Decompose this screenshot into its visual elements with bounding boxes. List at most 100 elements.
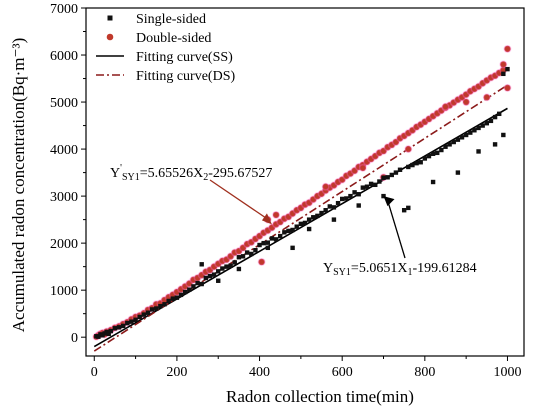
point-single-sided xyxy=(443,144,448,149)
annotation-part: -199.61284 xyxy=(412,261,476,276)
legend-marker xyxy=(107,15,113,21)
point-single-sided xyxy=(294,224,299,229)
arrow-head-ds xyxy=(261,213,272,225)
point-single-sided xyxy=(319,210,324,216)
point-single-sided xyxy=(356,203,361,208)
point-single-sided xyxy=(505,66,510,72)
point-single-sided xyxy=(278,233,283,239)
point-double-sided xyxy=(499,60,508,69)
point-double-sided xyxy=(185,279,194,288)
point-single-sided xyxy=(368,181,374,187)
annotation-part: Y xyxy=(110,166,120,181)
point-single-sided xyxy=(207,273,213,279)
point-single-sided xyxy=(497,111,502,117)
point-double-sided xyxy=(272,210,281,219)
point-single-sided xyxy=(447,142,452,147)
point-single-sided xyxy=(501,71,506,77)
point-single-sided xyxy=(154,306,159,311)
point-single-sided xyxy=(182,289,188,295)
equation-label-ds: Y'SY1=5.65526X2-295.67527 xyxy=(110,163,272,183)
y-tick-label: 0 xyxy=(71,331,78,346)
annotation-part: 1 xyxy=(407,267,412,278)
point-single-sided xyxy=(476,149,481,154)
point-single-sided xyxy=(133,317,138,322)
point-single-sided xyxy=(323,208,328,213)
point-single-sided xyxy=(435,150,440,156)
point-single-sided xyxy=(364,184,370,189)
y-tick-label: 7000 xyxy=(50,2,78,17)
point-single-sided xyxy=(129,319,134,324)
legend-label: Fitting curve(DS) xyxy=(136,69,235,84)
point-single-sided xyxy=(430,151,436,156)
point-single-sided xyxy=(178,292,184,298)
point-single-sided xyxy=(360,185,366,190)
point-single-sided xyxy=(265,240,271,245)
point-single-sided xyxy=(108,328,113,334)
x-tick-label: 800 xyxy=(414,365,435,380)
point-single-sided xyxy=(203,275,209,281)
point-single-sided xyxy=(236,266,242,272)
point-single-sided xyxy=(195,280,200,286)
point-single-sided xyxy=(468,130,473,135)
y-tick-label: 3000 xyxy=(50,190,78,205)
point-single-sided xyxy=(373,182,378,188)
point-single-sided xyxy=(298,221,304,227)
point-single-sided xyxy=(240,254,246,259)
point-single-sided xyxy=(286,228,291,234)
point-single-sided xyxy=(211,272,217,277)
point-single-sided xyxy=(455,137,461,142)
x-tick-label: 400 xyxy=(249,365,270,380)
arrow-ss xyxy=(386,199,406,259)
x-tick-label: 600 xyxy=(332,365,353,380)
point-single-sided xyxy=(158,303,163,309)
point-single-sided xyxy=(315,213,320,219)
point-single-sided xyxy=(306,217,312,222)
point-single-sided xyxy=(125,320,130,326)
point-double-sided xyxy=(379,147,388,155)
x-tick-label: 0 xyxy=(91,365,98,380)
point-single-sided xyxy=(265,245,271,251)
point-single-sided xyxy=(228,263,233,268)
point-single-sided xyxy=(290,245,295,251)
point-single-sided xyxy=(501,132,506,138)
point-single-sided xyxy=(112,326,118,331)
point-single-sided xyxy=(290,227,295,233)
y-tick-label: 2000 xyxy=(50,237,78,252)
point-single-sided xyxy=(199,281,204,287)
point-single-sided xyxy=(344,196,349,201)
point-single-sided xyxy=(476,125,481,131)
point-double-sided xyxy=(226,252,235,261)
point-single-sided xyxy=(381,175,386,180)
annotation-part: SY1 xyxy=(333,267,351,278)
point-single-sided xyxy=(269,236,275,241)
legend-marker xyxy=(106,33,114,41)
point-double-sided xyxy=(350,166,359,175)
y-tick-label: 1000 xyxy=(50,284,78,299)
point-double-sided xyxy=(257,257,266,266)
point-single-sided xyxy=(282,230,287,235)
legend-label: Double-sided xyxy=(136,31,211,46)
point-single-sided xyxy=(430,179,436,185)
annotation-part: -295.67527 xyxy=(208,166,272,181)
x-tick-label: 200 xyxy=(166,365,187,380)
point-double-sided xyxy=(482,93,491,102)
point-single-sided xyxy=(170,296,175,301)
data-points xyxy=(92,44,512,341)
point-single-sided xyxy=(339,196,345,202)
point-single-sided xyxy=(166,298,171,304)
arrow-head-ss xyxy=(383,196,395,207)
x-tick-label: 1000 xyxy=(493,365,521,380)
point-double-sided xyxy=(321,182,330,191)
point-single-sided xyxy=(348,193,353,199)
point-single-sided xyxy=(439,147,444,153)
point-single-sided xyxy=(216,278,221,283)
y-tick-label: 6000 xyxy=(50,49,78,64)
point-single-sided xyxy=(488,118,494,124)
point-single-sided xyxy=(331,217,337,222)
point-single-sided xyxy=(232,260,237,265)
point-single-sided xyxy=(257,242,262,248)
point-single-sided xyxy=(120,323,126,329)
point-single-sided xyxy=(410,162,415,168)
point-single-sided xyxy=(149,307,155,312)
